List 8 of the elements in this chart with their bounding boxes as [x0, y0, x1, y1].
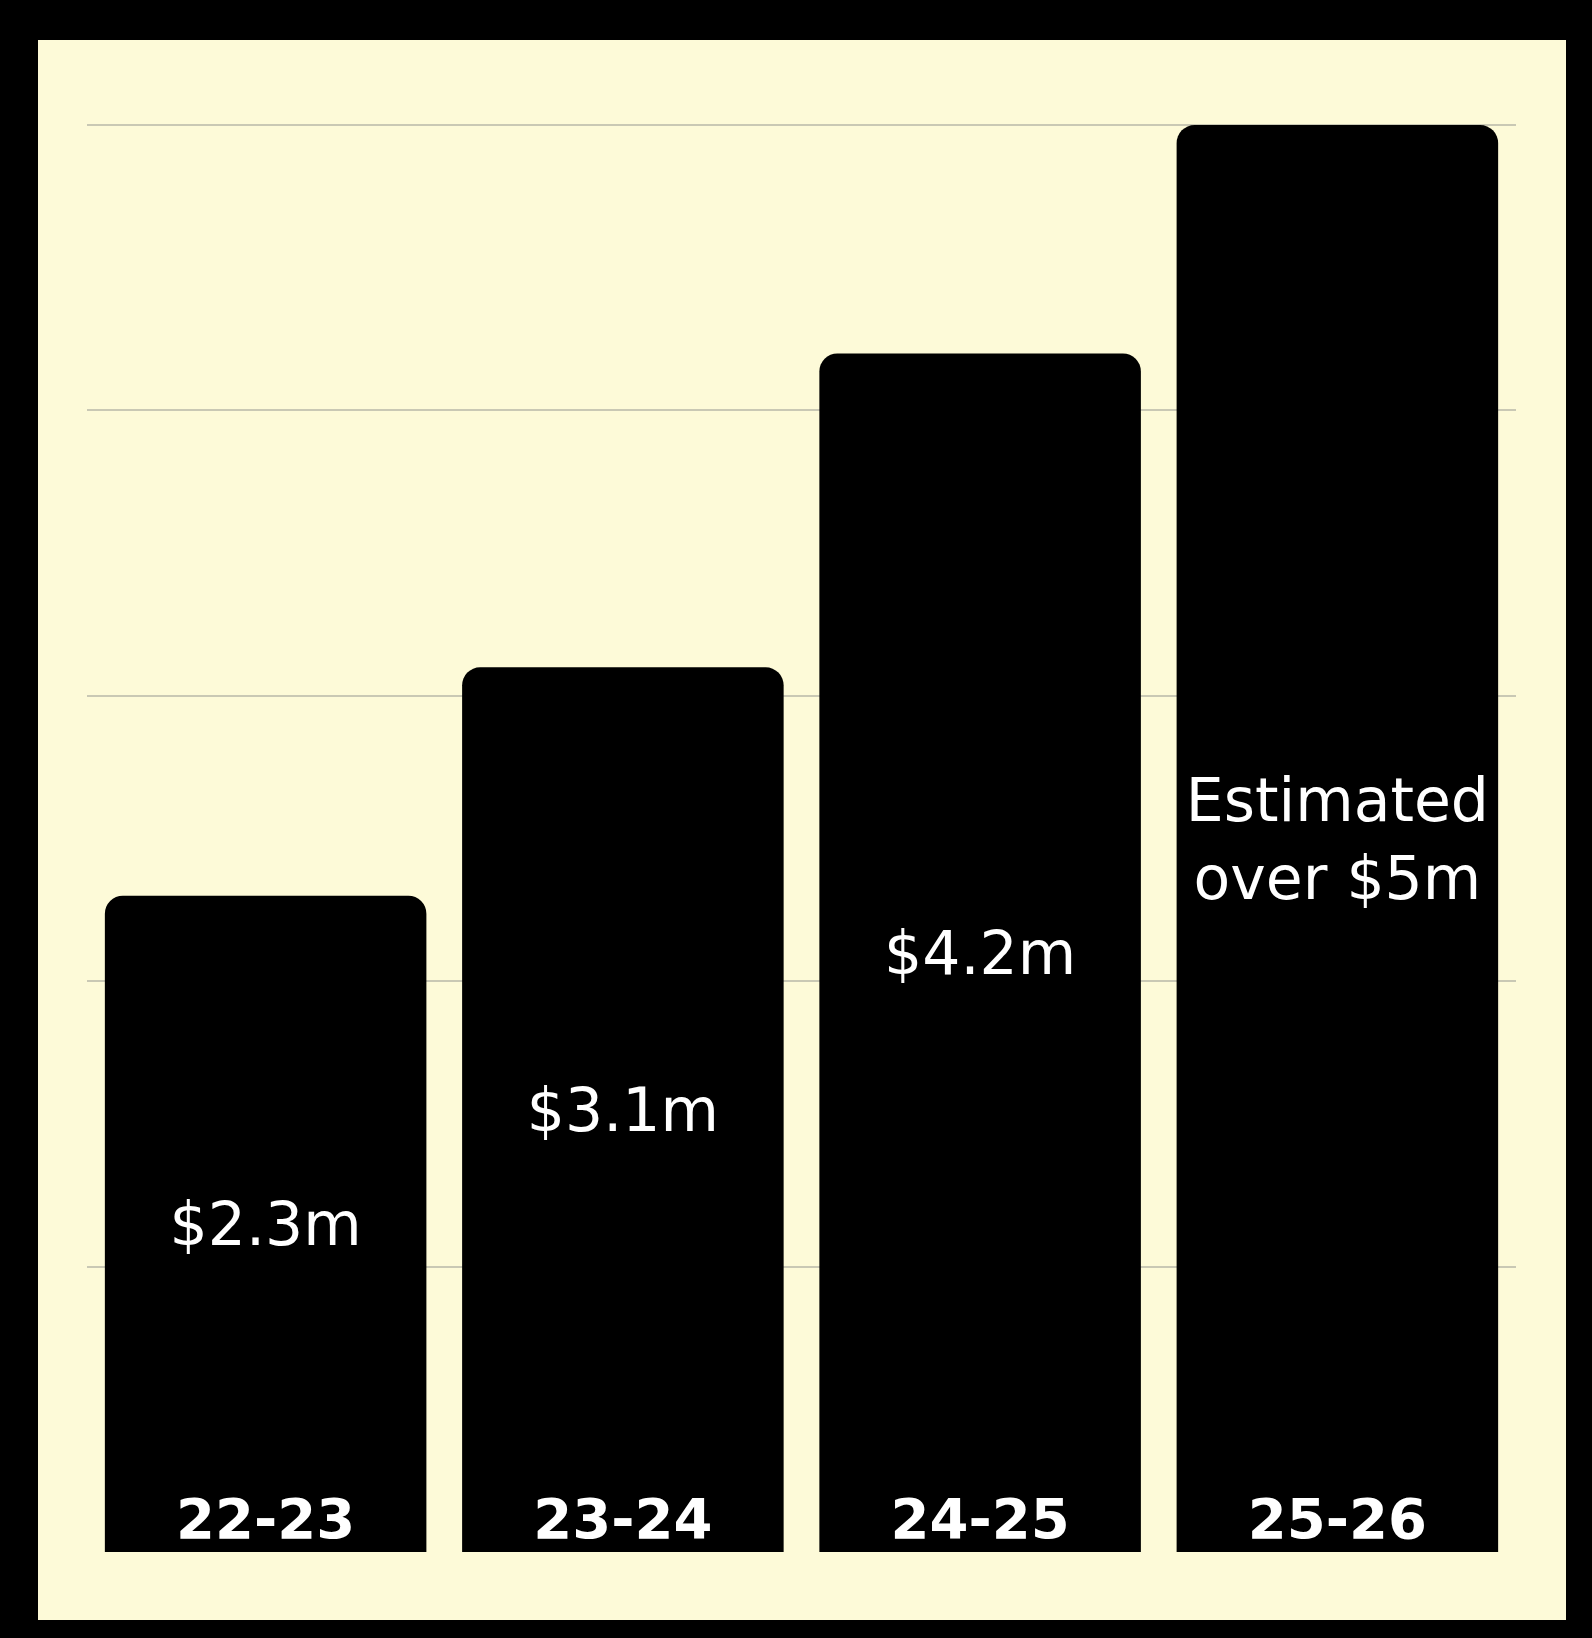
data-label: Estimated over $5m — [1185, 764, 1489, 913]
data-label: $4.2m — [884, 917, 1077, 988]
x-tick-label: 24-25 — [890, 1485, 1070, 1551]
x-tick-label: 22-23 — [176, 1485, 356, 1551]
x-tick-label: 23-24 — [533, 1485, 713, 1551]
data-label: $3.1m — [526, 1074, 719, 1145]
data-label: $2.3m — [169, 1188, 362, 1259]
x-tick-label: 25-26 — [1247, 1485, 1427, 1551]
